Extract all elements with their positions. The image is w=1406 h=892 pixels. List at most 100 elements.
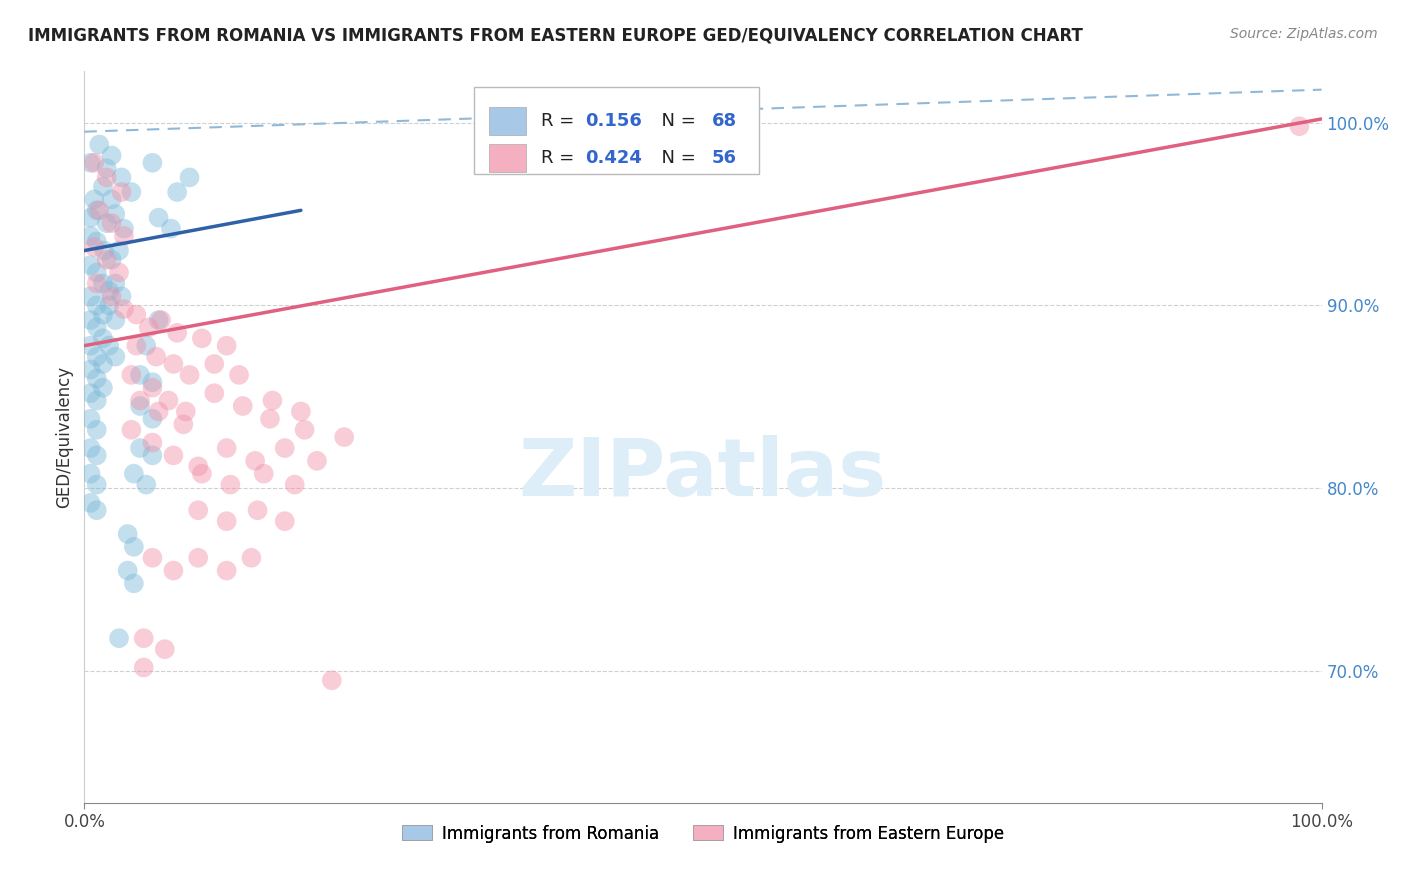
Point bbox=[108, 265, 131, 279]
Point bbox=[86, 371, 108, 385]
Point bbox=[138, 320, 160, 334]
Point bbox=[129, 441, 152, 455]
Point bbox=[98, 339, 121, 353]
Point bbox=[86, 448, 108, 462]
Point bbox=[333, 430, 356, 444]
Point bbox=[79, 496, 101, 510]
Point bbox=[117, 527, 139, 541]
Point bbox=[162, 357, 184, 371]
Point bbox=[122, 576, 145, 591]
Point bbox=[112, 228, 135, 243]
Text: N =: N = bbox=[650, 149, 702, 167]
Point bbox=[110, 185, 132, 199]
Point bbox=[120, 423, 142, 437]
Text: Source: ZipAtlas.com: Source: ZipAtlas.com bbox=[1230, 27, 1378, 41]
Point bbox=[91, 179, 114, 194]
Point bbox=[243, 454, 266, 468]
Point bbox=[98, 284, 121, 298]
Point bbox=[86, 393, 108, 408]
Point bbox=[86, 265, 108, 279]
Point bbox=[274, 514, 297, 528]
Point bbox=[86, 277, 108, 291]
FancyBboxPatch shape bbox=[489, 144, 526, 171]
Point bbox=[79, 313, 101, 327]
FancyBboxPatch shape bbox=[489, 107, 526, 135]
Text: 56: 56 bbox=[711, 149, 737, 167]
Point bbox=[166, 326, 188, 340]
Point bbox=[79, 362, 101, 376]
Point bbox=[79, 467, 101, 481]
Point bbox=[104, 350, 127, 364]
Point bbox=[96, 252, 118, 267]
Point bbox=[141, 412, 163, 426]
Point bbox=[79, 155, 101, 169]
Point bbox=[122, 540, 145, 554]
Point bbox=[93, 244, 115, 258]
Point bbox=[145, 350, 167, 364]
Point bbox=[141, 550, 163, 565]
Point bbox=[79, 412, 101, 426]
Point bbox=[157, 393, 180, 408]
Point bbox=[122, 467, 145, 481]
Point bbox=[79, 258, 101, 272]
Point bbox=[191, 467, 214, 481]
Point bbox=[83, 240, 105, 254]
Y-axis label: GED/Equivalency: GED/Equivalency bbox=[55, 366, 73, 508]
Point bbox=[108, 244, 131, 258]
Text: N =: N = bbox=[650, 112, 702, 130]
Point bbox=[141, 435, 163, 450]
Point bbox=[96, 161, 118, 176]
Point bbox=[86, 477, 108, 491]
Point bbox=[290, 404, 312, 418]
Point bbox=[228, 368, 250, 382]
Point bbox=[100, 252, 122, 267]
Point bbox=[79, 289, 101, 303]
Point bbox=[141, 375, 163, 389]
Point bbox=[86, 423, 108, 437]
Point bbox=[321, 673, 343, 688]
Point bbox=[91, 308, 114, 322]
Point bbox=[219, 477, 242, 491]
Point bbox=[246, 503, 269, 517]
Point bbox=[274, 441, 297, 455]
Point bbox=[125, 339, 148, 353]
Point bbox=[129, 399, 152, 413]
Point bbox=[305, 454, 328, 468]
Point bbox=[191, 331, 214, 345]
Point bbox=[91, 357, 114, 371]
Point bbox=[86, 503, 108, 517]
Point bbox=[120, 185, 142, 199]
Point bbox=[79, 339, 101, 353]
Point bbox=[135, 339, 157, 353]
Point bbox=[98, 298, 121, 312]
Point bbox=[215, 514, 238, 528]
Point bbox=[215, 339, 238, 353]
Point bbox=[132, 660, 155, 674]
Point bbox=[162, 448, 184, 462]
Point bbox=[172, 417, 194, 432]
Point bbox=[100, 148, 122, 162]
Point bbox=[89, 137, 111, 152]
Point bbox=[104, 277, 127, 291]
Point bbox=[89, 203, 111, 218]
Point bbox=[187, 503, 209, 517]
Point bbox=[110, 289, 132, 303]
Point bbox=[284, 477, 307, 491]
Text: 68: 68 bbox=[711, 112, 737, 130]
Point bbox=[135, 477, 157, 491]
Point bbox=[86, 320, 108, 334]
Point bbox=[262, 393, 284, 408]
Point bbox=[91, 381, 114, 395]
Point bbox=[141, 155, 163, 169]
Point bbox=[132, 632, 155, 646]
Point bbox=[160, 221, 183, 235]
Text: 0.156: 0.156 bbox=[585, 112, 643, 130]
Point bbox=[179, 368, 201, 382]
Point bbox=[148, 211, 170, 225]
Point bbox=[96, 170, 118, 185]
Text: IMMIGRANTS FROM ROMANIA VS IMMIGRANTS FROM EASTERN EUROPE GED/EQUIVALENCY CORREL: IMMIGRANTS FROM ROMANIA VS IMMIGRANTS FR… bbox=[28, 27, 1083, 45]
Point bbox=[162, 564, 184, 578]
Point bbox=[112, 221, 135, 235]
Point bbox=[166, 185, 188, 199]
FancyBboxPatch shape bbox=[474, 87, 759, 174]
